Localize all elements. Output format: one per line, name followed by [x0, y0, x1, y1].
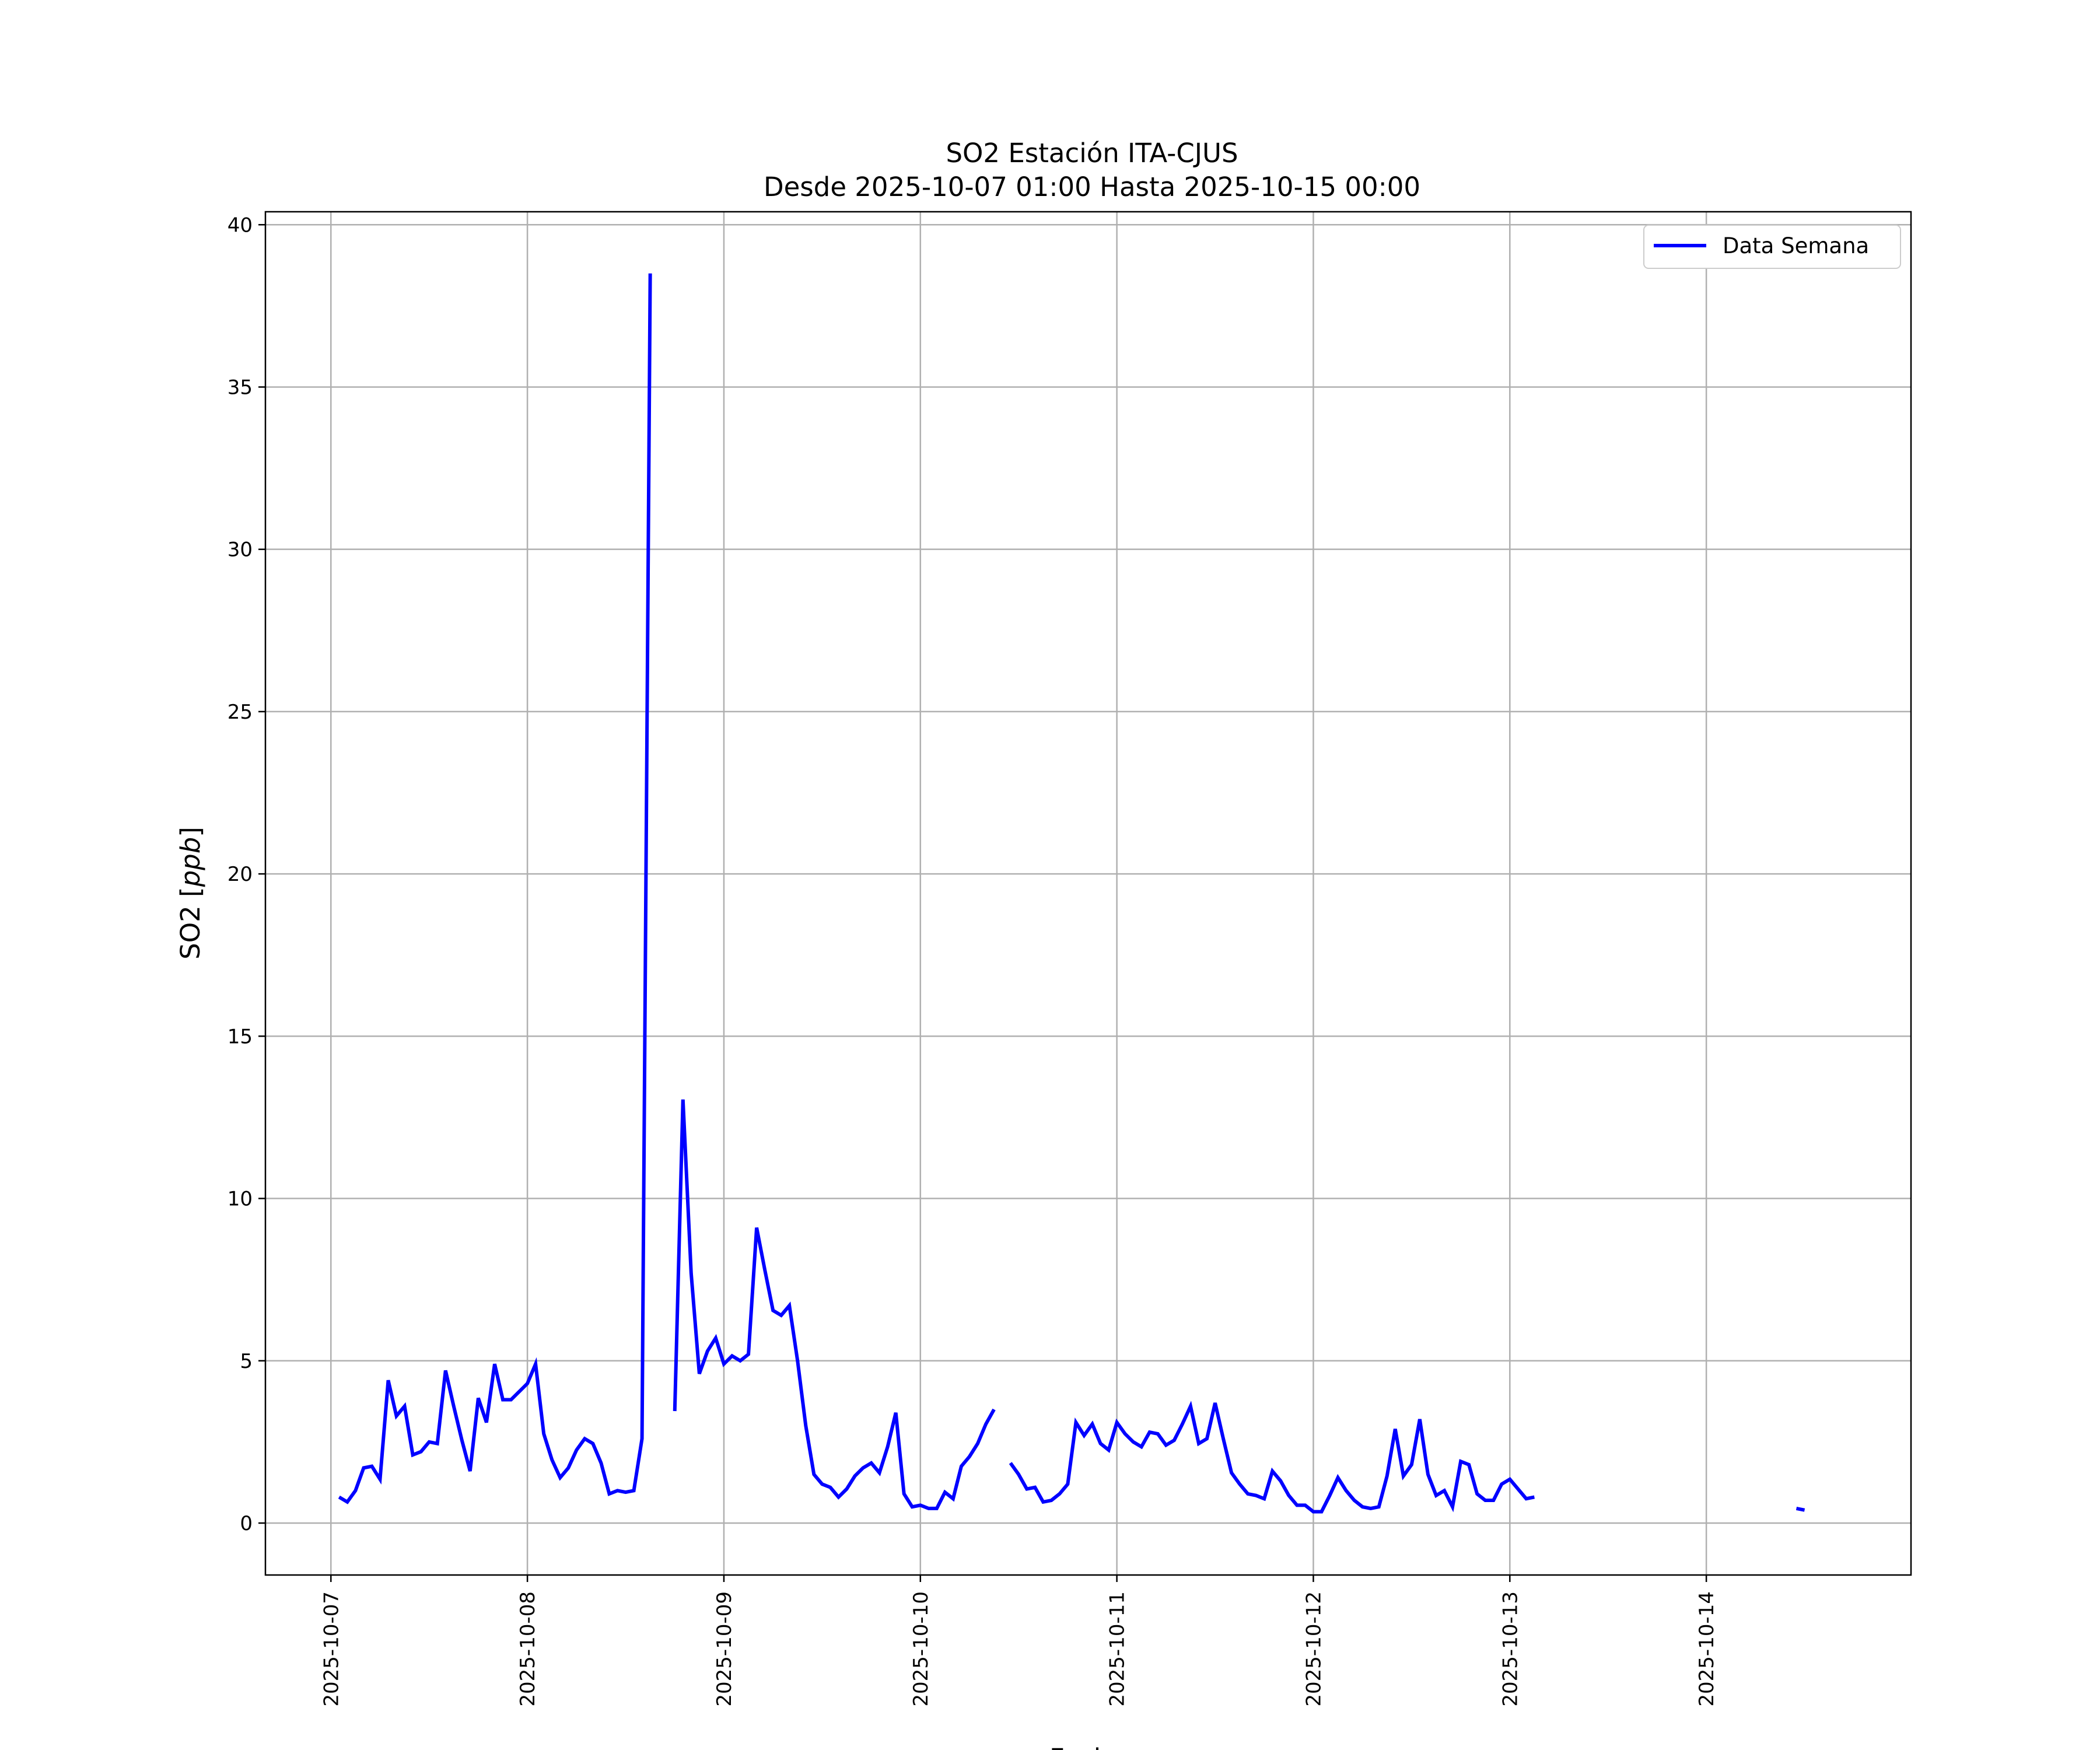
y-tick-label: 15: [228, 1025, 253, 1048]
legend-box: [1643, 225, 1901, 269]
series-line-segment: [673, 1099, 996, 1510]
series-layer: [338, 273, 1805, 1514]
grid: [265, 212, 1911, 1575]
x-tick-label: 2025-10-10: [909, 1591, 933, 1707]
x-tick-label: 2025-10-14: [1695, 1591, 1718, 1707]
x-tick-label: 2025-10-13: [1499, 1591, 1522, 1707]
y-axis: 0 5 10 15 20 25 30 35 40: [228, 214, 265, 1535]
y-tick-label: 25: [228, 701, 253, 724]
y-tick-label: 5: [240, 1350, 253, 1373]
y-tick-label: 10: [228, 1188, 253, 1211]
y-axis-label: SO2 [ppb]: [175, 827, 206, 960]
x-axis: 2025-10-07 2025-10-08 2025-10-09 2025-10-10…: [320, 1575, 1718, 1707]
x-tick-label: 2025-10-07: [320, 1591, 343, 1707]
legend: Data Semana: [1643, 225, 1901, 269]
y-tick-label: 30: [228, 538, 253, 562]
chart-subtitle: Desde 2025-10-07 01:00 Hasta 2025-10-15 …: [764, 172, 1420, 202]
y-tick-label: 0: [240, 1512, 253, 1535]
x-tick-label: 2025-10-12: [1302, 1591, 1325, 1707]
legend-label-data-semana: Data Semana: [1723, 233, 1869, 258]
series-line-segment: [1796, 1506, 1805, 1512]
x-tick-label: 2025-10-11: [1106, 1591, 1129, 1707]
chart-title: SO2 Estación ITA-CJUS: [946, 138, 1238, 169]
plot-frame: [264, 211, 1912, 1576]
x-axis-label: Fecha: [1049, 1743, 1126, 1750]
y-tick-label: 35: [228, 376, 253, 399]
x-tick-label: 2025-10-09: [713, 1591, 736, 1707]
x-tick-label: 2025-10-08: [516, 1591, 540, 1707]
y-tick-label: 20: [228, 863, 253, 886]
series-line-segment: [338, 273, 652, 1504]
y-tick-label: 40: [228, 214, 253, 237]
series-line-segment: [1009, 1401, 1535, 1514]
